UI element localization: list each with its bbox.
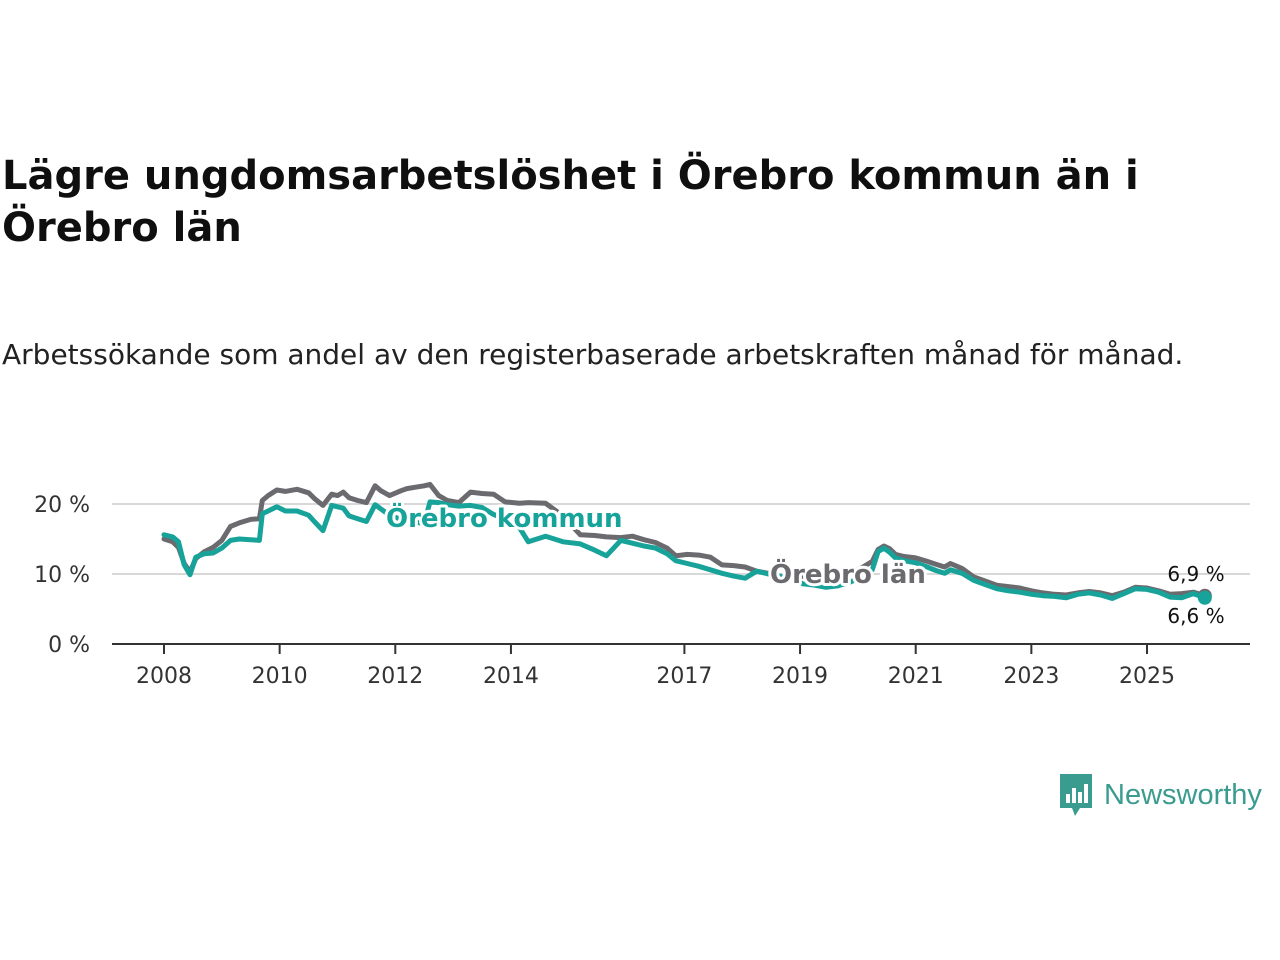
- chart-subtitle: Arbetssökande som andel av den registerb…: [2, 338, 1184, 371]
- series-label-orebro-lan: Örebro län: [770, 557, 926, 590]
- label-layer: Örebro kommun Örebro län 6,9 % 6,6 %: [383, 498, 1225, 628]
- x-tick-label: 2008: [136, 664, 192, 689]
- series-end-point-1: [1197, 590, 1212, 605]
- y-tick-label: 10 %: [34, 563, 90, 588]
- line-chart: 0 % 10 % 20 % 2008 2010 2012 2014 2017 2019 2021 2…: [34, 481, 1250, 689]
- x-tick-label: 2021: [888, 664, 944, 689]
- x-tick-label: 2025: [1119, 664, 1175, 689]
- series-line-0: [161, 481, 1208, 599]
- series-label-orebro-kommun: Örebro kommun: [386, 501, 623, 534]
- axis-layer: 0 % 10 % 20 % 2008 2010 2012 2014 2017 2019 2021 2…: [34, 493, 1250, 689]
- y-tick-label: 20 %: [34, 493, 90, 518]
- x-tick-label: 2019: [772, 664, 828, 689]
- series-line-1: [161, 499, 1208, 601]
- x-tick-label: 2010: [252, 664, 308, 689]
- grid-layer: [112, 503, 1250, 575]
- brand-name: Newsworthy: [1104, 778, 1262, 811]
- series-layer: [161, 481, 1212, 605]
- end-label-orebro-lan: 6,9 %: [1167, 562, 1224, 586]
- x-tick-label: 2014: [483, 664, 539, 689]
- x-tick-label: 2023: [1003, 664, 1059, 689]
- x-tick-label: 2012: [367, 664, 423, 689]
- brand-logo[interactable]: Newsworthy: [1058, 772, 1262, 818]
- end-label-orebro-kommun: 6,6 %: [1167, 604, 1224, 628]
- newsworthy-logo-icon: [1060, 774, 1092, 816]
- chart-title: Lägre ungdomsarbetslöshet i Örebro kommu…: [2, 153, 1139, 251]
- y-tick-label: 0 %: [48, 633, 90, 658]
- x-tick-label: 2017: [656, 664, 712, 689]
